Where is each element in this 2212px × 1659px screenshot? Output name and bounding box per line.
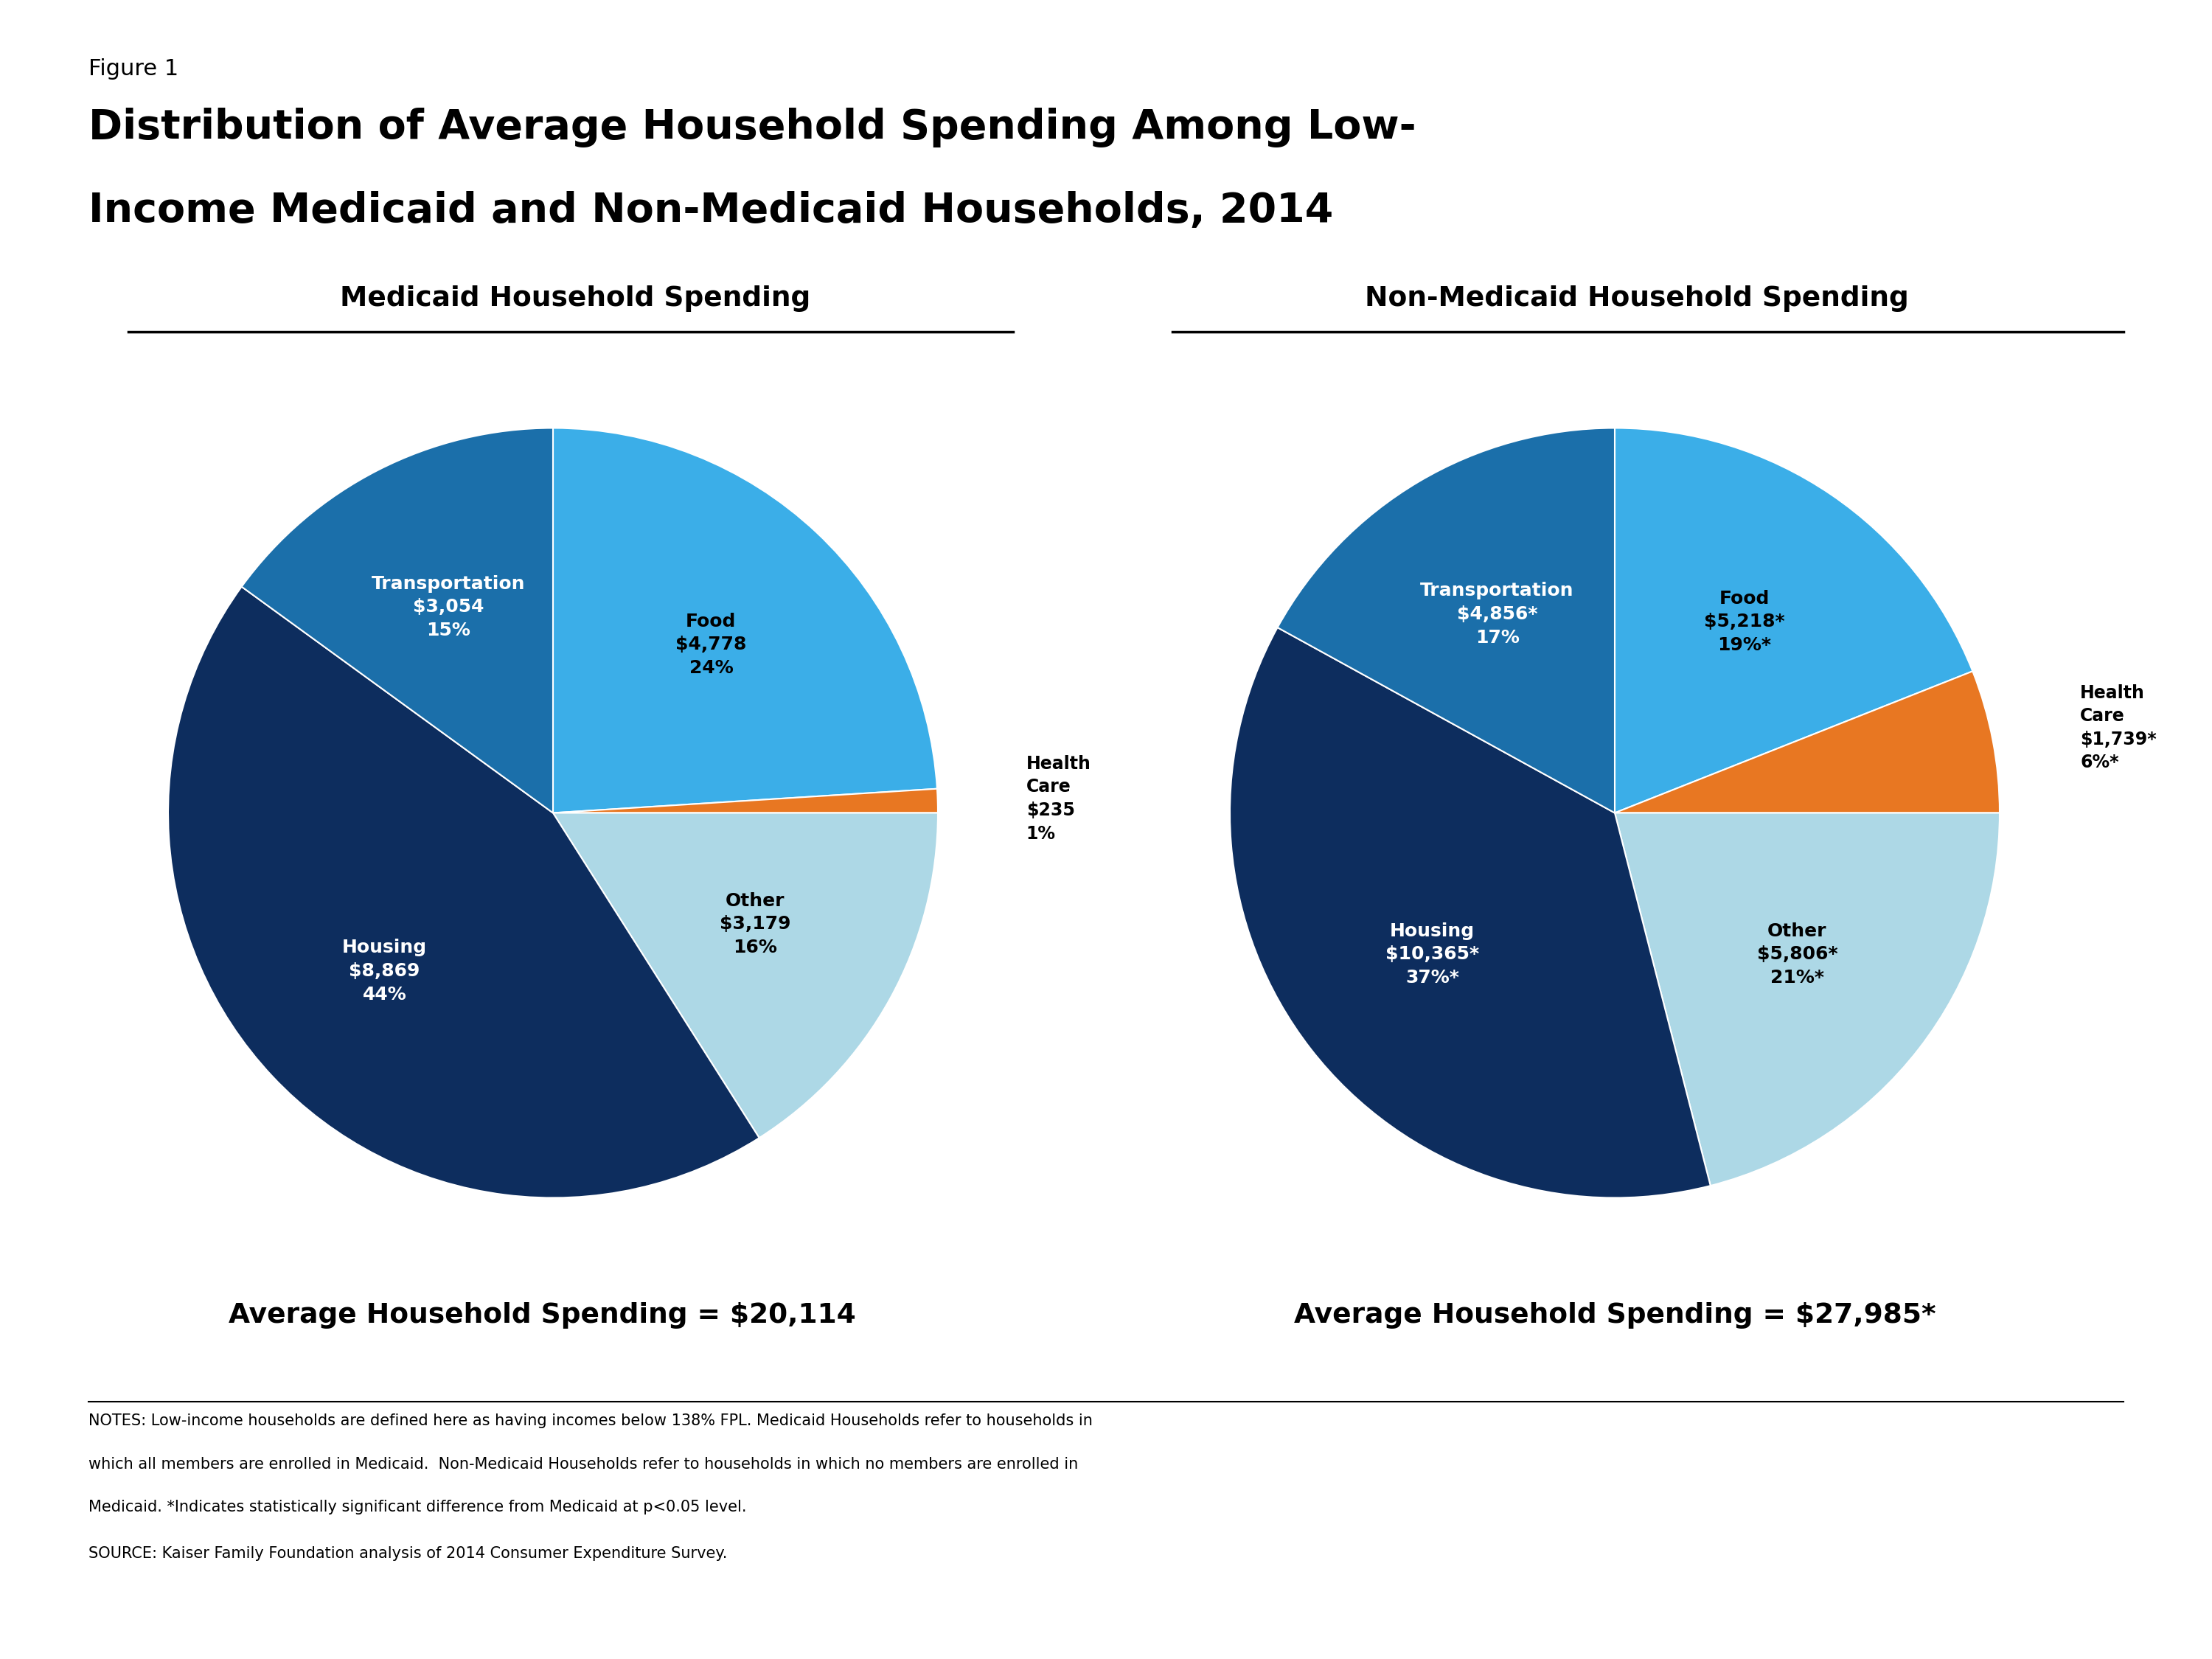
Text: THE HENRY J.
KAISER
FAMILY
FOUNDATION: THE HENRY J. KAISER FAMILY FOUNDATION bbox=[1982, 1473, 2090, 1554]
Text: Distribution of Average Household Spending Among Low-: Distribution of Average Household Spendi… bbox=[88, 108, 1416, 148]
Text: Health
Care
$1,739*
6%*: Health Care $1,739* 6%* bbox=[2079, 684, 2157, 771]
Text: Other
$3,179
16%: Other $3,179 16% bbox=[719, 893, 792, 956]
Text: Average Household Spending = $27,985*: Average Household Spending = $27,985* bbox=[1294, 1302, 1935, 1329]
Wedge shape bbox=[1615, 428, 1973, 813]
Wedge shape bbox=[168, 587, 759, 1198]
Text: Housing
$8,869
44%: Housing $8,869 44% bbox=[343, 939, 427, 1004]
Text: Figure 1: Figure 1 bbox=[88, 58, 179, 80]
Text: Food
$5,218*
19%*: Food $5,218* 19%* bbox=[1703, 589, 1785, 654]
Wedge shape bbox=[1230, 627, 1710, 1198]
Text: Transportation
$3,054
15%: Transportation $3,054 15% bbox=[372, 576, 524, 639]
Text: Average Household Spending = $20,114: Average Household Spending = $20,114 bbox=[228, 1302, 856, 1329]
Text: Income Medicaid and Non-Medicaid Households, 2014: Income Medicaid and Non-Medicaid Househo… bbox=[88, 191, 1334, 231]
Text: Non-Medicaid Household Spending: Non-Medicaid Household Spending bbox=[1365, 285, 1909, 312]
Text: which all members are enrolled in Medicaid.  Non-Medicaid Households refer to ho: which all members are enrolled in Medica… bbox=[88, 1457, 1077, 1472]
Text: SOURCE: Kaiser Family Foundation analysis of 2014 Consumer Expenditure Survey.: SOURCE: Kaiser Family Foundation analysi… bbox=[88, 1546, 728, 1561]
Text: NOTES: Low-income households are defined here as having incomes below 138% FPL. : NOTES: Low-income households are defined… bbox=[88, 1413, 1093, 1428]
Wedge shape bbox=[553, 428, 938, 813]
Wedge shape bbox=[1615, 672, 2000, 813]
Text: Housing
$10,365*
37%*: Housing $10,365* 37%* bbox=[1385, 922, 1480, 987]
Text: Food
$4,778
24%: Food $4,778 24% bbox=[675, 612, 748, 677]
Wedge shape bbox=[241, 428, 553, 813]
Text: Other
$5,806*
21%*: Other $5,806* 21%* bbox=[1756, 922, 1838, 987]
Wedge shape bbox=[553, 788, 938, 813]
Wedge shape bbox=[1615, 813, 2000, 1186]
Text: Health
Care
$235
1%: Health Care $235 1% bbox=[1026, 755, 1091, 843]
Wedge shape bbox=[553, 813, 938, 1138]
Wedge shape bbox=[1279, 428, 1615, 813]
Text: Medicaid. *Indicates statistically significant difference from Medicaid at p<0.0: Medicaid. *Indicates statistically signi… bbox=[88, 1500, 745, 1515]
Text: Medicaid Household Spending: Medicaid Household Spending bbox=[341, 285, 810, 312]
Text: Transportation
$4,856*
17%: Transportation $4,856* 17% bbox=[1420, 582, 1575, 647]
